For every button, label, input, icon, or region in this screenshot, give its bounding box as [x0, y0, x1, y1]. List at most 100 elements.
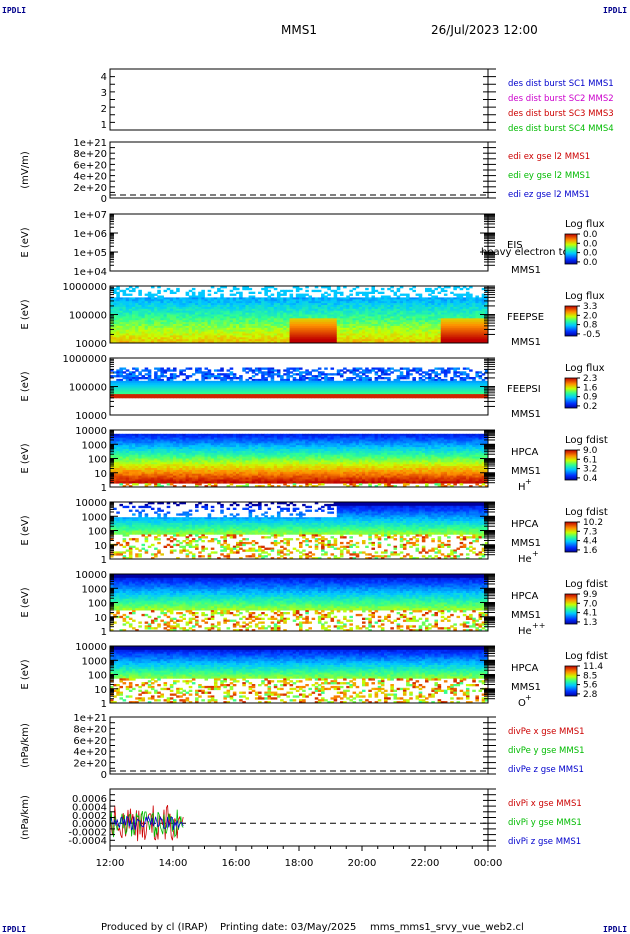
spectrogram-cell	[327, 286, 331, 289]
spectrogram-cell	[349, 386, 353, 389]
spectrogram-cell	[459, 341, 464, 344]
spectrogram-cell	[406, 303, 410, 306]
spectrogram-cell	[475, 396, 479, 399]
spectrogram-cell	[116, 380, 120, 384]
spectrogram-cell	[226, 390, 231, 393]
spectrogram-cell	[295, 301, 300, 304]
spectrogram-cell	[371, 388, 375, 391]
spectrogram-cell	[147, 316, 152, 319]
spectrogram-cell	[425, 312, 429, 315]
spectrogram-cell	[406, 341, 410, 344]
spectrogram-cell	[292, 299, 297, 302]
spectrogram-cell	[166, 386, 171, 389]
spectrogram-cell	[317, 314, 322, 317]
spectrogram-cell	[387, 333, 391, 336]
spectrogram-cell	[283, 369, 287, 372]
spectrogram-cell	[302, 331, 306, 334]
spectrogram-cell	[248, 325, 253, 329]
spectrogram-cell	[349, 316, 353, 319]
spectrogram-cell	[396, 337, 401, 340]
spectrogram-cell	[261, 316, 265, 319]
spectrogram-cell	[447, 339, 451, 342]
spectrogram-cell	[365, 392, 369, 395]
spectrogram-cell	[226, 314, 231, 317]
spectrogram-cell	[169, 306, 174, 310]
spectrogram-cell	[406, 369, 410, 372]
spectrogram-cell	[110, 329, 114, 332]
spectrogram-cell	[368, 308, 372, 312]
spectrogram-cell	[242, 392, 246, 395]
spectrogram-cell	[346, 335, 350, 338]
spectrogram-cell	[469, 369, 473, 372]
spectrogram-cell	[150, 306, 155, 310]
spectrogram-cell	[321, 373, 325, 376]
spectrogram-cell	[380, 325, 385, 329]
spectrogram-cell	[173, 316, 177, 319]
spectrogram-cell	[478, 394, 483, 397]
spectrogram-cell	[358, 324, 363, 327]
spectrogram-cell	[204, 390, 209, 393]
spectrogram-cell	[415, 293, 420, 296]
spectrogram-cell	[324, 303, 328, 306]
spectrogram-cell	[462, 386, 467, 389]
spectrogram-cell	[380, 388, 385, 391]
spectrogram-cell	[336, 310, 341, 313]
spectrogram-cell	[443, 318, 448, 321]
spectrogram-cell	[226, 325, 231, 329]
spectrogram-cell	[204, 329, 209, 332]
spectrogram-cell	[166, 316, 171, 319]
spectrogram-cell	[330, 380, 335, 384]
spectrogram-cell	[292, 380, 297, 384]
spectrogram-cell	[358, 341, 363, 344]
spectrogram-cell	[324, 322, 328, 325]
spectrogram-cell	[377, 384, 382, 387]
spectrogram-cell	[377, 333, 382, 336]
spectrogram-cell	[317, 320, 322, 323]
spectrogram-cell	[472, 308, 476, 312]
spectrogram-cell	[380, 297, 385, 300]
spectrogram-cell	[245, 335, 249, 338]
spectrogram-cell	[191, 314, 196, 317]
spectrogram-cell	[390, 299, 394, 302]
spectrogram-cell	[141, 305, 146, 308]
spectrogram-cell	[469, 333, 473, 336]
spectrogram-cell	[390, 371, 394, 374]
spectrogram-cell	[368, 339, 372, 342]
spectrogram-cell	[456, 297, 461, 300]
spectrogram-cell	[232, 335, 237, 338]
spectrogram-cell	[267, 297, 272, 300]
spectrogram-cell	[223, 392, 227, 395]
spectrogram-cell	[387, 386, 391, 389]
spectrogram-cell	[443, 312, 448, 315]
spectrogram-cell	[229, 289, 234, 293]
spectrogram-cell	[185, 293, 190, 296]
spectrogram-cell	[399, 320, 404, 323]
spectrogram-cell	[390, 301, 394, 304]
spectrogram-cell	[147, 377, 152, 380]
spectrogram-cell	[157, 305, 161, 308]
spectrogram-cell	[409, 322, 413, 325]
spectrogram-cell	[459, 386, 464, 389]
spectrogram-cell	[273, 301, 278, 304]
spectrogram-cell	[365, 369, 369, 372]
spectrogram-cell	[415, 312, 420, 315]
spectrogram-cell	[440, 331, 445, 334]
spectrogram-cell	[384, 377, 388, 380]
spectrogram-cell	[286, 314, 290, 317]
spectrogram-cell	[204, 388, 209, 391]
spectrogram-cell	[280, 388, 284, 391]
spectrogram-cell	[377, 339, 382, 342]
spectrogram-cell	[377, 312, 382, 315]
spectrogram-cell	[336, 380, 341, 384]
spectrogram-cell	[292, 378, 297, 382]
spectrogram-cell	[147, 373, 152, 376]
spectrogram-cell	[248, 308, 253, 312]
spectrogram-cell	[421, 382, 426, 385]
spectrogram-cell	[327, 390, 331, 393]
spectrogram-cell	[223, 314, 227, 317]
spectrogram-cell	[116, 388, 120, 391]
spectrogram-cell	[157, 316, 161, 319]
spectrogram-cell	[355, 306, 360, 310]
spectrogram-cell	[324, 297, 328, 300]
spectrogram-cell	[207, 392, 212, 395]
